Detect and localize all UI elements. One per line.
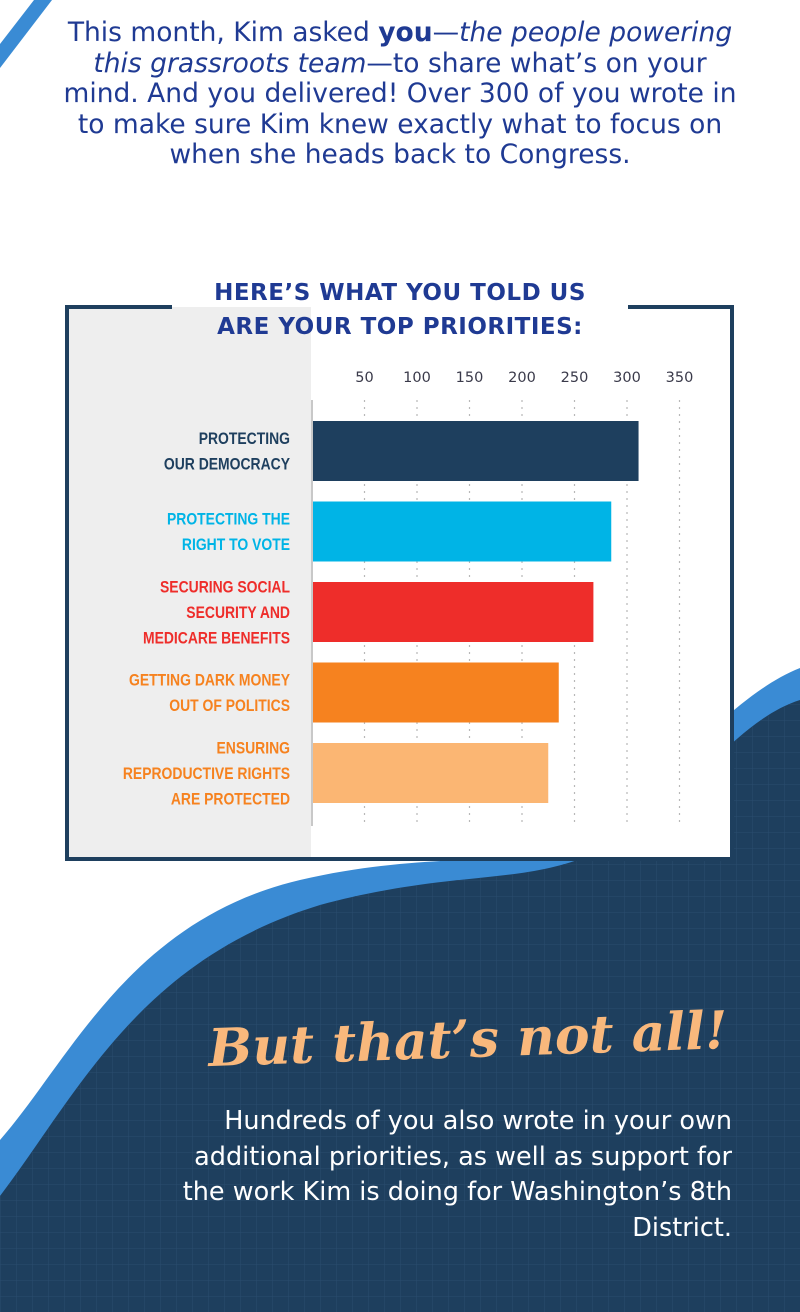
bar-label-line: GETTING DARK MONEY xyxy=(129,672,291,691)
x-tick-label: 50 xyxy=(355,370,373,386)
bar-label-line: OUT OF POLITICS xyxy=(169,697,290,716)
chart-frame xyxy=(65,305,734,861)
bar-label-line: MEDICARE BENEFITS xyxy=(143,629,290,648)
x-tick-label: 250 xyxy=(561,370,589,386)
bar-label-line: REPRODUCTIVE RIGHTS xyxy=(123,765,290,784)
chart-title-line2: ARE YOUR TOP PRIORITIES: xyxy=(217,314,583,340)
x-tick-label: 350 xyxy=(666,370,694,386)
bar-label: ENSURING REPRODUCTIVE RIGHTS ARE PROTECTED xyxy=(123,739,290,809)
intro-part1: This month, Kim asked xyxy=(67,17,379,48)
bar xyxy=(313,421,639,481)
bar xyxy=(313,743,549,803)
chart-title: HERE’S WHAT YOU TOLD US ARE YOUR TOP PRI… xyxy=(172,276,628,344)
bar-label: PROTECTING OUR DEMOCRACY xyxy=(164,430,291,474)
label-panel xyxy=(67,307,311,859)
bar xyxy=(313,582,594,642)
bar-label-line: SECURING SOCIAL xyxy=(160,578,290,597)
bar xyxy=(313,501,612,562)
intro-dash: — xyxy=(432,17,460,48)
intro-bold: you xyxy=(378,17,433,48)
intro-italic: the people powering this grassroots team xyxy=(93,17,733,79)
x-tick-label: 100 xyxy=(403,370,431,386)
bar-label-line: ENSURING xyxy=(216,739,290,758)
bar-label-line: OUR DEMOCRACY xyxy=(164,456,291,475)
bar-label: SECURING SOCIAL SECURITY AND MEDICARE BENE… xyxy=(143,578,290,648)
bar-label: GETTING DARK MONEY OUT OF POLITICS xyxy=(129,672,291,716)
x-tick-label: 150 xyxy=(456,370,484,386)
x-tick-label: 300 xyxy=(613,370,641,386)
priorities-chart: 50 100 150 200 250 300 350 PROTECTING OUR DEMOC… xyxy=(65,305,734,861)
bar-label: PROTECTING THE RIGHT TO VOTE xyxy=(167,511,290,555)
chart-title-line1: HERE’S WHAT YOU TOLD US xyxy=(214,280,586,306)
intro-part2: —to share what’s on your mind. And you d… xyxy=(63,47,737,170)
bar-label-line: PROTECTING xyxy=(199,430,290,449)
bar-label-line: RIGHT TO VOTE xyxy=(182,536,290,555)
bar-label-line: ARE PROTECTED xyxy=(171,790,290,809)
footer-text: Hundreds of you also wrote in your own a… xyxy=(182,1106,732,1243)
bar xyxy=(313,662,559,723)
bar-label-line: SECURITY AND xyxy=(186,604,290,623)
bar-label-line: PROTECTING THE xyxy=(167,511,290,530)
intro-paragraph: This month, Kim asked you—the people pow… xyxy=(60,17,740,171)
x-tick-label: 200 xyxy=(508,370,536,386)
